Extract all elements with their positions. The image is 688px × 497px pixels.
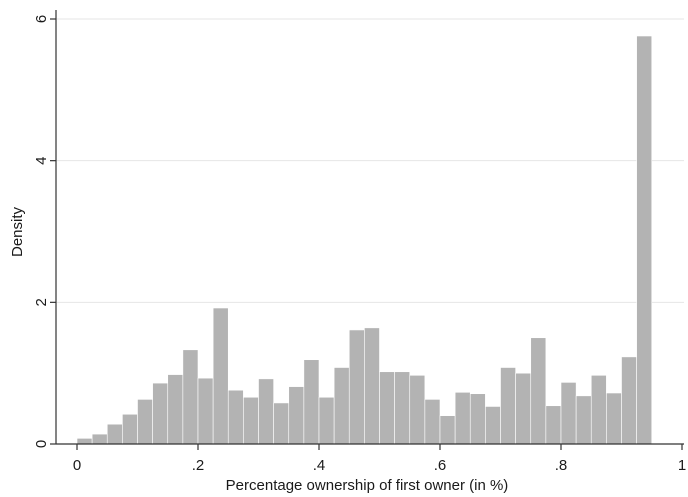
histogram-bar bbox=[212, 307, 229, 445]
histogram-bar bbox=[333, 367, 350, 445]
x-axis-title: Percentage ownership of first owner (in … bbox=[226, 477, 509, 494]
y-tick-label: 6 bbox=[33, 15, 50, 23]
histogram-bar bbox=[485, 406, 501, 445]
histogram-bar bbox=[545, 405, 562, 445]
histogram-bar bbox=[575, 395, 592, 445]
histogram-bar bbox=[243, 396, 259, 445]
histogram-bar bbox=[288, 386, 305, 445]
histogram-bar bbox=[394, 371, 411, 445]
histogram-bars bbox=[76, 35, 653, 445]
grid-lines bbox=[56, 18, 684, 303]
histogram-bar bbox=[621, 356, 637, 445]
histogram-bar bbox=[167, 374, 184, 445]
histogram-bar bbox=[122, 413, 138, 445]
histogram-bar bbox=[454, 391, 471, 445]
histogram-bar bbox=[439, 415, 456, 445]
y-tick-label: 0 bbox=[33, 440, 50, 448]
histogram-bar bbox=[424, 399, 441, 445]
histogram-bar bbox=[91, 433, 108, 445]
histogram-bar bbox=[76, 438, 93, 445]
histogram-bar bbox=[636, 35, 653, 445]
histogram-bar bbox=[197, 377, 214, 445]
x-tick-label: .6 bbox=[434, 457, 447, 474]
x-tick-label: 1 bbox=[678, 457, 686, 474]
histogram-bar bbox=[348, 329, 365, 445]
histogram-bar bbox=[137, 399, 153, 445]
histogram-bar bbox=[500, 367, 516, 445]
y-tick-label: 2 bbox=[33, 298, 50, 306]
histogram-bar bbox=[515, 372, 532, 445]
histogram-bar bbox=[318, 396, 335, 445]
histogram-bar bbox=[379, 371, 395, 445]
tick-labels: 0 2 4 6 0 .2 .4 .6 .8 1 bbox=[33, 15, 686, 474]
histogram-bar bbox=[273, 402, 290, 445]
y-tick-label: 4 bbox=[33, 156, 50, 164]
histogram-bar bbox=[258, 378, 274, 445]
histogram-bar bbox=[606, 392, 622, 445]
y-axis-title: Density bbox=[9, 206, 26, 257]
x-tick-label: .4 bbox=[313, 457, 326, 474]
histogram-bar bbox=[590, 374, 607, 445]
histogram-bar bbox=[152, 382, 169, 445]
histogram-bar bbox=[530, 337, 547, 445]
histogram-bar bbox=[560, 382, 577, 445]
histogram-bar bbox=[364, 327, 380, 445]
histogram-bar bbox=[106, 423, 123, 445]
histogram-bar bbox=[303, 359, 320, 445]
histogram-bar bbox=[409, 374, 426, 445]
axes bbox=[50, 10, 684, 450]
x-tick-label: .2 bbox=[192, 457, 205, 474]
histogram-bar bbox=[227, 389, 244, 445]
histogram-bar bbox=[469, 393, 486, 445]
x-tick-label: 0 bbox=[73, 457, 81, 474]
x-tick-label: .8 bbox=[555, 457, 568, 474]
histogram-bar bbox=[182, 349, 199, 445]
